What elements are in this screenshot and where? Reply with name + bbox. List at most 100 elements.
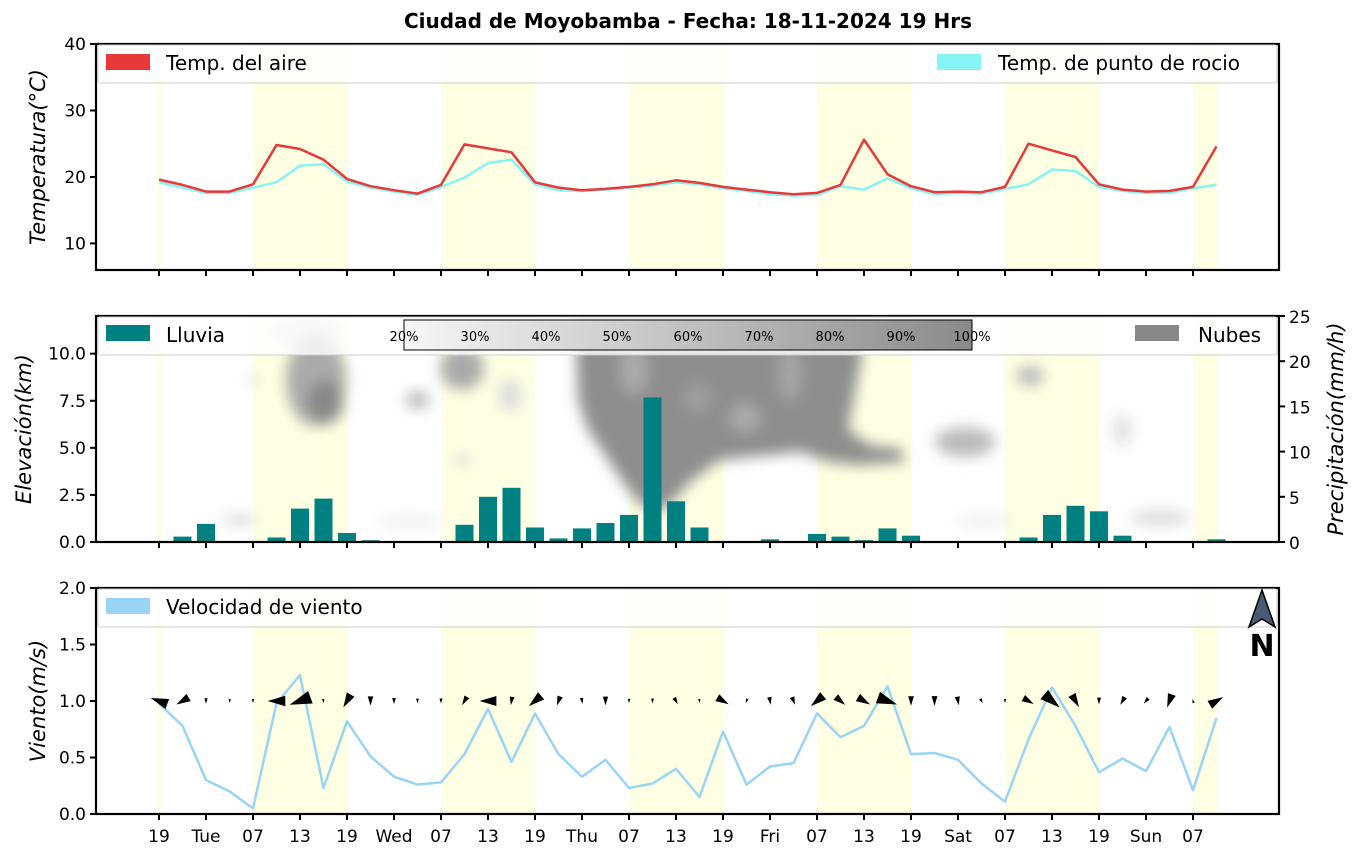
legend-swatch-temp-dew (937, 54, 981, 70)
colorbar-label: 40% (532, 330, 561, 345)
rain-bar (291, 508, 309, 542)
wind-arrow-icon (556, 695, 563, 706)
x-tick-label: 13 (1041, 827, 1063, 847)
wind-arrow-icon (479, 695, 497, 707)
cloud-colorbar: 20% 30% 40% 50% 60% 70% 80% 90% 100% (390, 319, 991, 351)
colorbar-label: 70% (745, 330, 774, 345)
rain-bar (197, 523, 215, 542)
wind-arrow-icon (579, 697, 584, 704)
legend-swatch-rain (106, 325, 150, 341)
wind-arrow-icon (931, 696, 938, 706)
series-line-temp-air (158, 138, 1218, 196)
rain-bar (831, 536, 850, 542)
colorbar-label: 100% (953, 330, 990, 345)
temperature-y-label: Temperatura(°C) (26, 69, 50, 245)
rain-bar (455, 524, 474, 542)
wind-arrow-icon (1143, 697, 1150, 704)
rain-bar (573, 528, 591, 542)
wind-arrow-icon (439, 698, 443, 704)
y-tick-label: 5.0 (59, 439, 86, 459)
rain-bar (596, 523, 615, 542)
x-tick-label: 13 (477, 827, 499, 847)
wind-arrow-icon (1192, 699, 1195, 704)
rain-bar (1066, 505, 1085, 542)
wind-arrow-icon (321, 698, 325, 704)
wind-arrow-icon (672, 696, 678, 705)
y-tick-label-right: 10 (1289, 444, 1311, 464)
y-tick-label-right: 25 (1289, 308, 1311, 328)
series-line-temp-dew (158, 158, 1217, 197)
north-arrow-icon: N (1247, 587, 1277, 664)
wind-direction-arrows (150, 689, 1224, 709)
x-tick-label: 07 (618, 827, 640, 847)
wind-arrow-icon (745, 698, 749, 704)
wind-arrow-icon (833, 694, 846, 705)
x-tick-label: Tue (190, 827, 220, 847)
rain-bar (549, 538, 568, 542)
x-tick-label: 13 (289, 827, 311, 847)
rain-bar (643, 397, 662, 542)
elevation-y-label: Elevación(km) (12, 354, 36, 504)
y-tick-label: 2.5 (59, 486, 86, 506)
daytime-band (157, 316, 161, 542)
wind-arrow-icon (875, 691, 898, 705)
rain-bar (902, 535, 920, 542)
y-tick-label: 30 (64, 101, 86, 121)
wind-arrow-icon (289, 690, 313, 705)
wind-arrow-icon (908, 696, 914, 706)
colorbar-label: 60% (674, 330, 703, 345)
wind-arrow-icon (267, 695, 286, 707)
x-tick-label: 07 (994, 827, 1016, 847)
x-tick-label: Wed (375, 827, 412, 847)
wind-arrow-icon (1040, 689, 1060, 708)
x-tick-label: 19 (524, 827, 546, 847)
rain-bar (761, 539, 779, 542)
y-tick-label: 2.0 (59, 579, 86, 599)
x-tick-label: 07 (242, 827, 264, 847)
rain-bar (267, 537, 286, 542)
wind-arrow-icon (1097, 697, 1101, 705)
y-tick-label-right: 5 (1289, 489, 1300, 509)
wind-arrow-icon (150, 697, 170, 709)
wind-arrow-icon (251, 699, 255, 703)
x-tick-label: Sat (944, 827, 972, 847)
y-tick-label: 40 (64, 35, 86, 55)
wind-y-label: Viento(m/s) (26, 640, 50, 762)
wind-arrow-icon (228, 698, 232, 703)
x-tick-label: Fri (760, 827, 780, 847)
wind-arrow-icon (1167, 693, 1176, 708)
wind-arrow-icon (367, 696, 374, 706)
wind-arrow-icon (416, 698, 419, 704)
rain-bar (479, 496, 497, 542)
daytime-band (157, 44, 161, 270)
wind-arrow-icon (462, 695, 470, 706)
rain-bar (878, 528, 897, 542)
colorbar-label: 30% (461, 330, 490, 345)
y-tick-label-right: 15 (1289, 398, 1311, 418)
colorbar-label: 80% (816, 330, 845, 345)
wind-arrow-icon (979, 698, 983, 704)
y-tick-label: 7.5 (59, 392, 86, 412)
rain-bar (620, 514, 638, 542)
colorbar-label: 50% (603, 330, 632, 345)
rain-bar (667, 501, 685, 542)
legend-label-rain: Lluvia (166, 323, 225, 347)
wind-arrow-icon (1021, 694, 1034, 704)
x-tick-label: 07 (806, 827, 828, 847)
rain-bar (526, 527, 544, 542)
legend-swatch-temp-air (106, 54, 150, 70)
y-tick-label-right: 20 (1289, 353, 1311, 373)
series-line-wind-speed (158, 673, 1218, 810)
wind-arrow-icon (176, 693, 191, 705)
rain-bar (173, 536, 192, 542)
x-tick-label: Sun (1130, 827, 1162, 847)
rain-bar (1090, 511, 1108, 542)
rain-bar (808, 533, 826, 542)
x-tick-label: 07 (1182, 827, 1204, 847)
wind-arrow-icon (1068, 692, 1080, 708)
wind-arrow-icon (789, 696, 795, 705)
wind-arrow-icon (627, 698, 631, 704)
wind-arrow-icon (1003, 699, 1007, 703)
